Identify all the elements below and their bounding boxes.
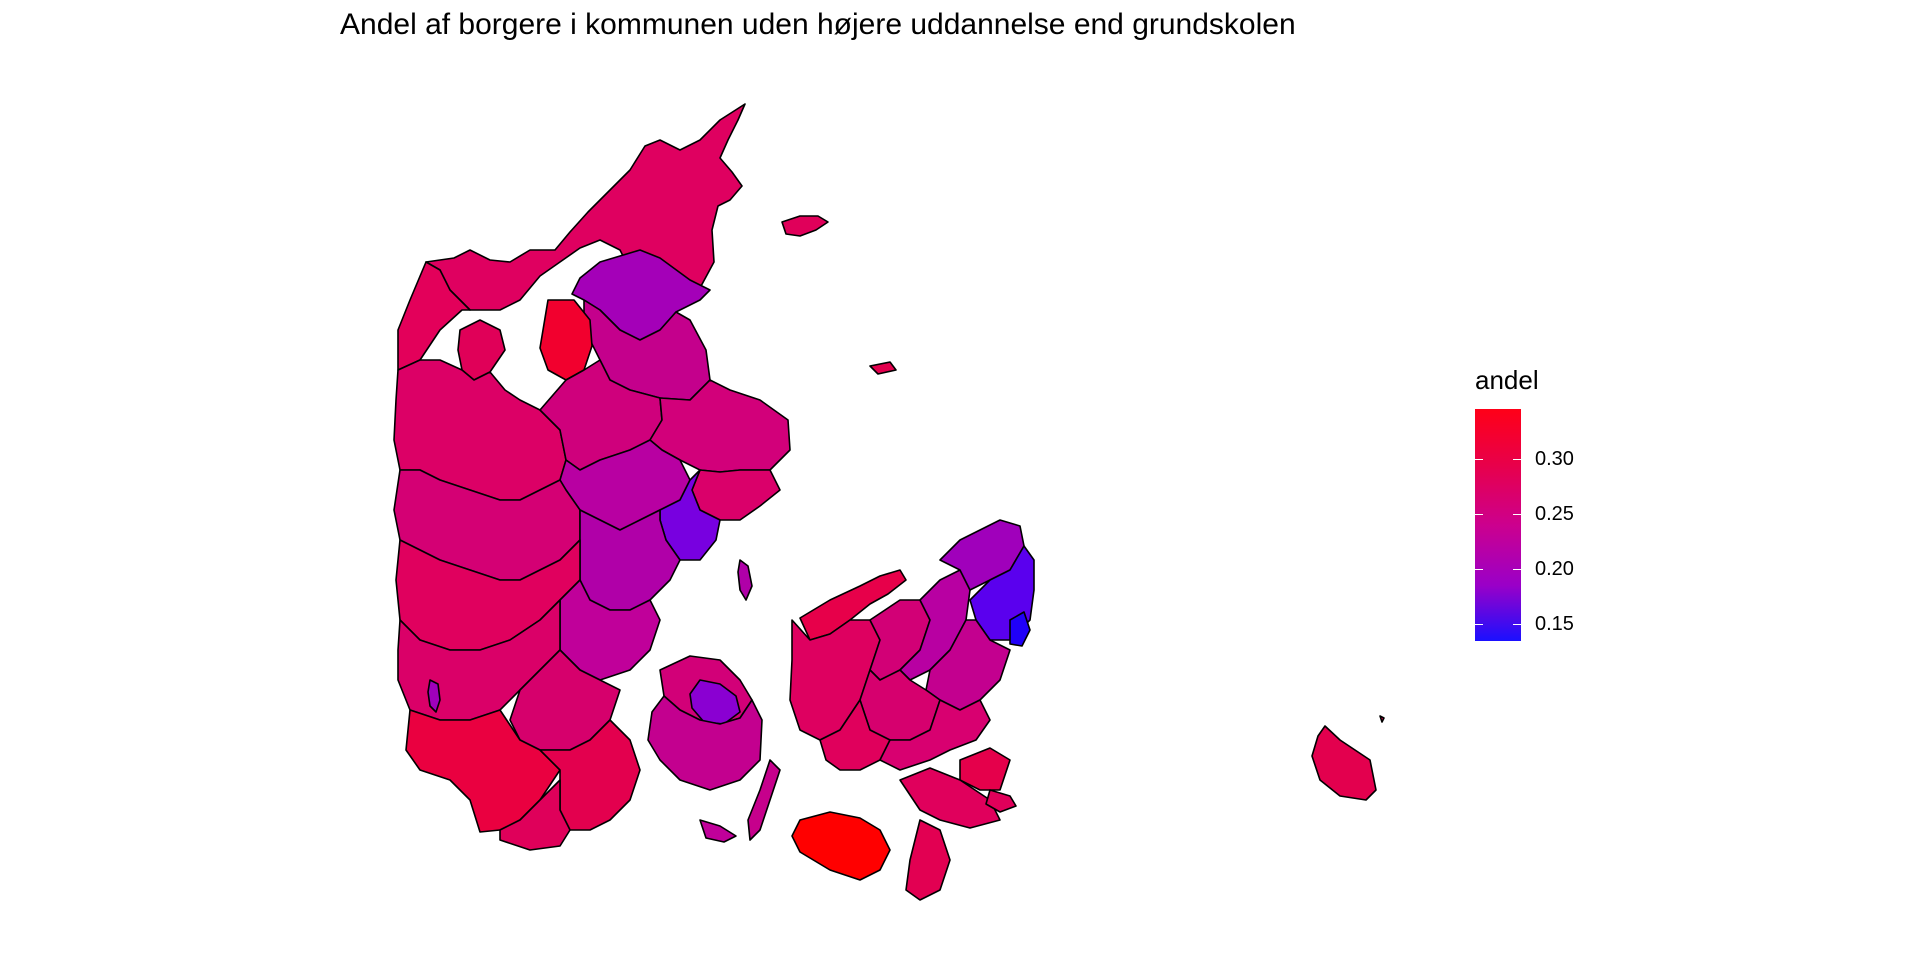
region-langeland — [747, 759, 781, 841]
region-als — [427, 679, 441, 713]
region-falster — [905, 819, 951, 901]
region-anholt — [869, 361, 897, 375]
region-christiansoe — [1379, 715, 1385, 723]
legend-tick-label: 0.25 — [1535, 502, 1574, 525]
region-mors — [457, 319, 506, 381]
legend-tick-mark — [1513, 624, 1521, 626]
region-fyn-south — [647, 695, 763, 791]
region-thy — [397, 261, 471, 371]
region-bornholm — [1311, 725, 1377, 801]
legend-colorbar — [1475, 409, 1521, 641]
region-aero — [699, 819, 737, 843]
region-vordingborg — [899, 767, 1001, 829]
region-nordjylland-north — [425, 103, 746, 313]
region-naestved — [879, 699, 991, 771]
region-copenhagen-center — [1009, 611, 1031, 647]
region-skive-red — [539, 299, 593, 381]
legend-tick-label: 0.30 — [1535, 447, 1574, 470]
region-aabenraa — [499, 779, 571, 851]
color-legend: andel 0.30 0.25 0.20 0.15 — [1475, 365, 1675, 645]
region-laeso — [781, 215, 829, 237]
legend-tick-mark — [1513, 513, 1521, 515]
legend-tick-mark — [1475, 458, 1483, 460]
legend-tick-label: 0.20 — [1535, 558, 1574, 581]
legend-title: andel — [1475, 365, 1539, 395]
legend-tick-mark — [1513, 569, 1521, 571]
legend-tick-mark — [1475, 513, 1483, 515]
legend-tick-mark — [1475, 569, 1483, 571]
legend-tick-label: 0.15 — [1535, 613, 1574, 636]
region-moen — [985, 789, 1017, 813]
legend-tick-mark — [1513, 458, 1521, 460]
chart-title: Andel af borgere i kommunen uden højere … — [340, 8, 1296, 41]
region-samsoe — [737, 559, 753, 601]
region-stevns — [959, 747, 1011, 791]
legend-tick-mark — [1475, 624, 1483, 626]
region-lolland — [791, 811, 891, 881]
